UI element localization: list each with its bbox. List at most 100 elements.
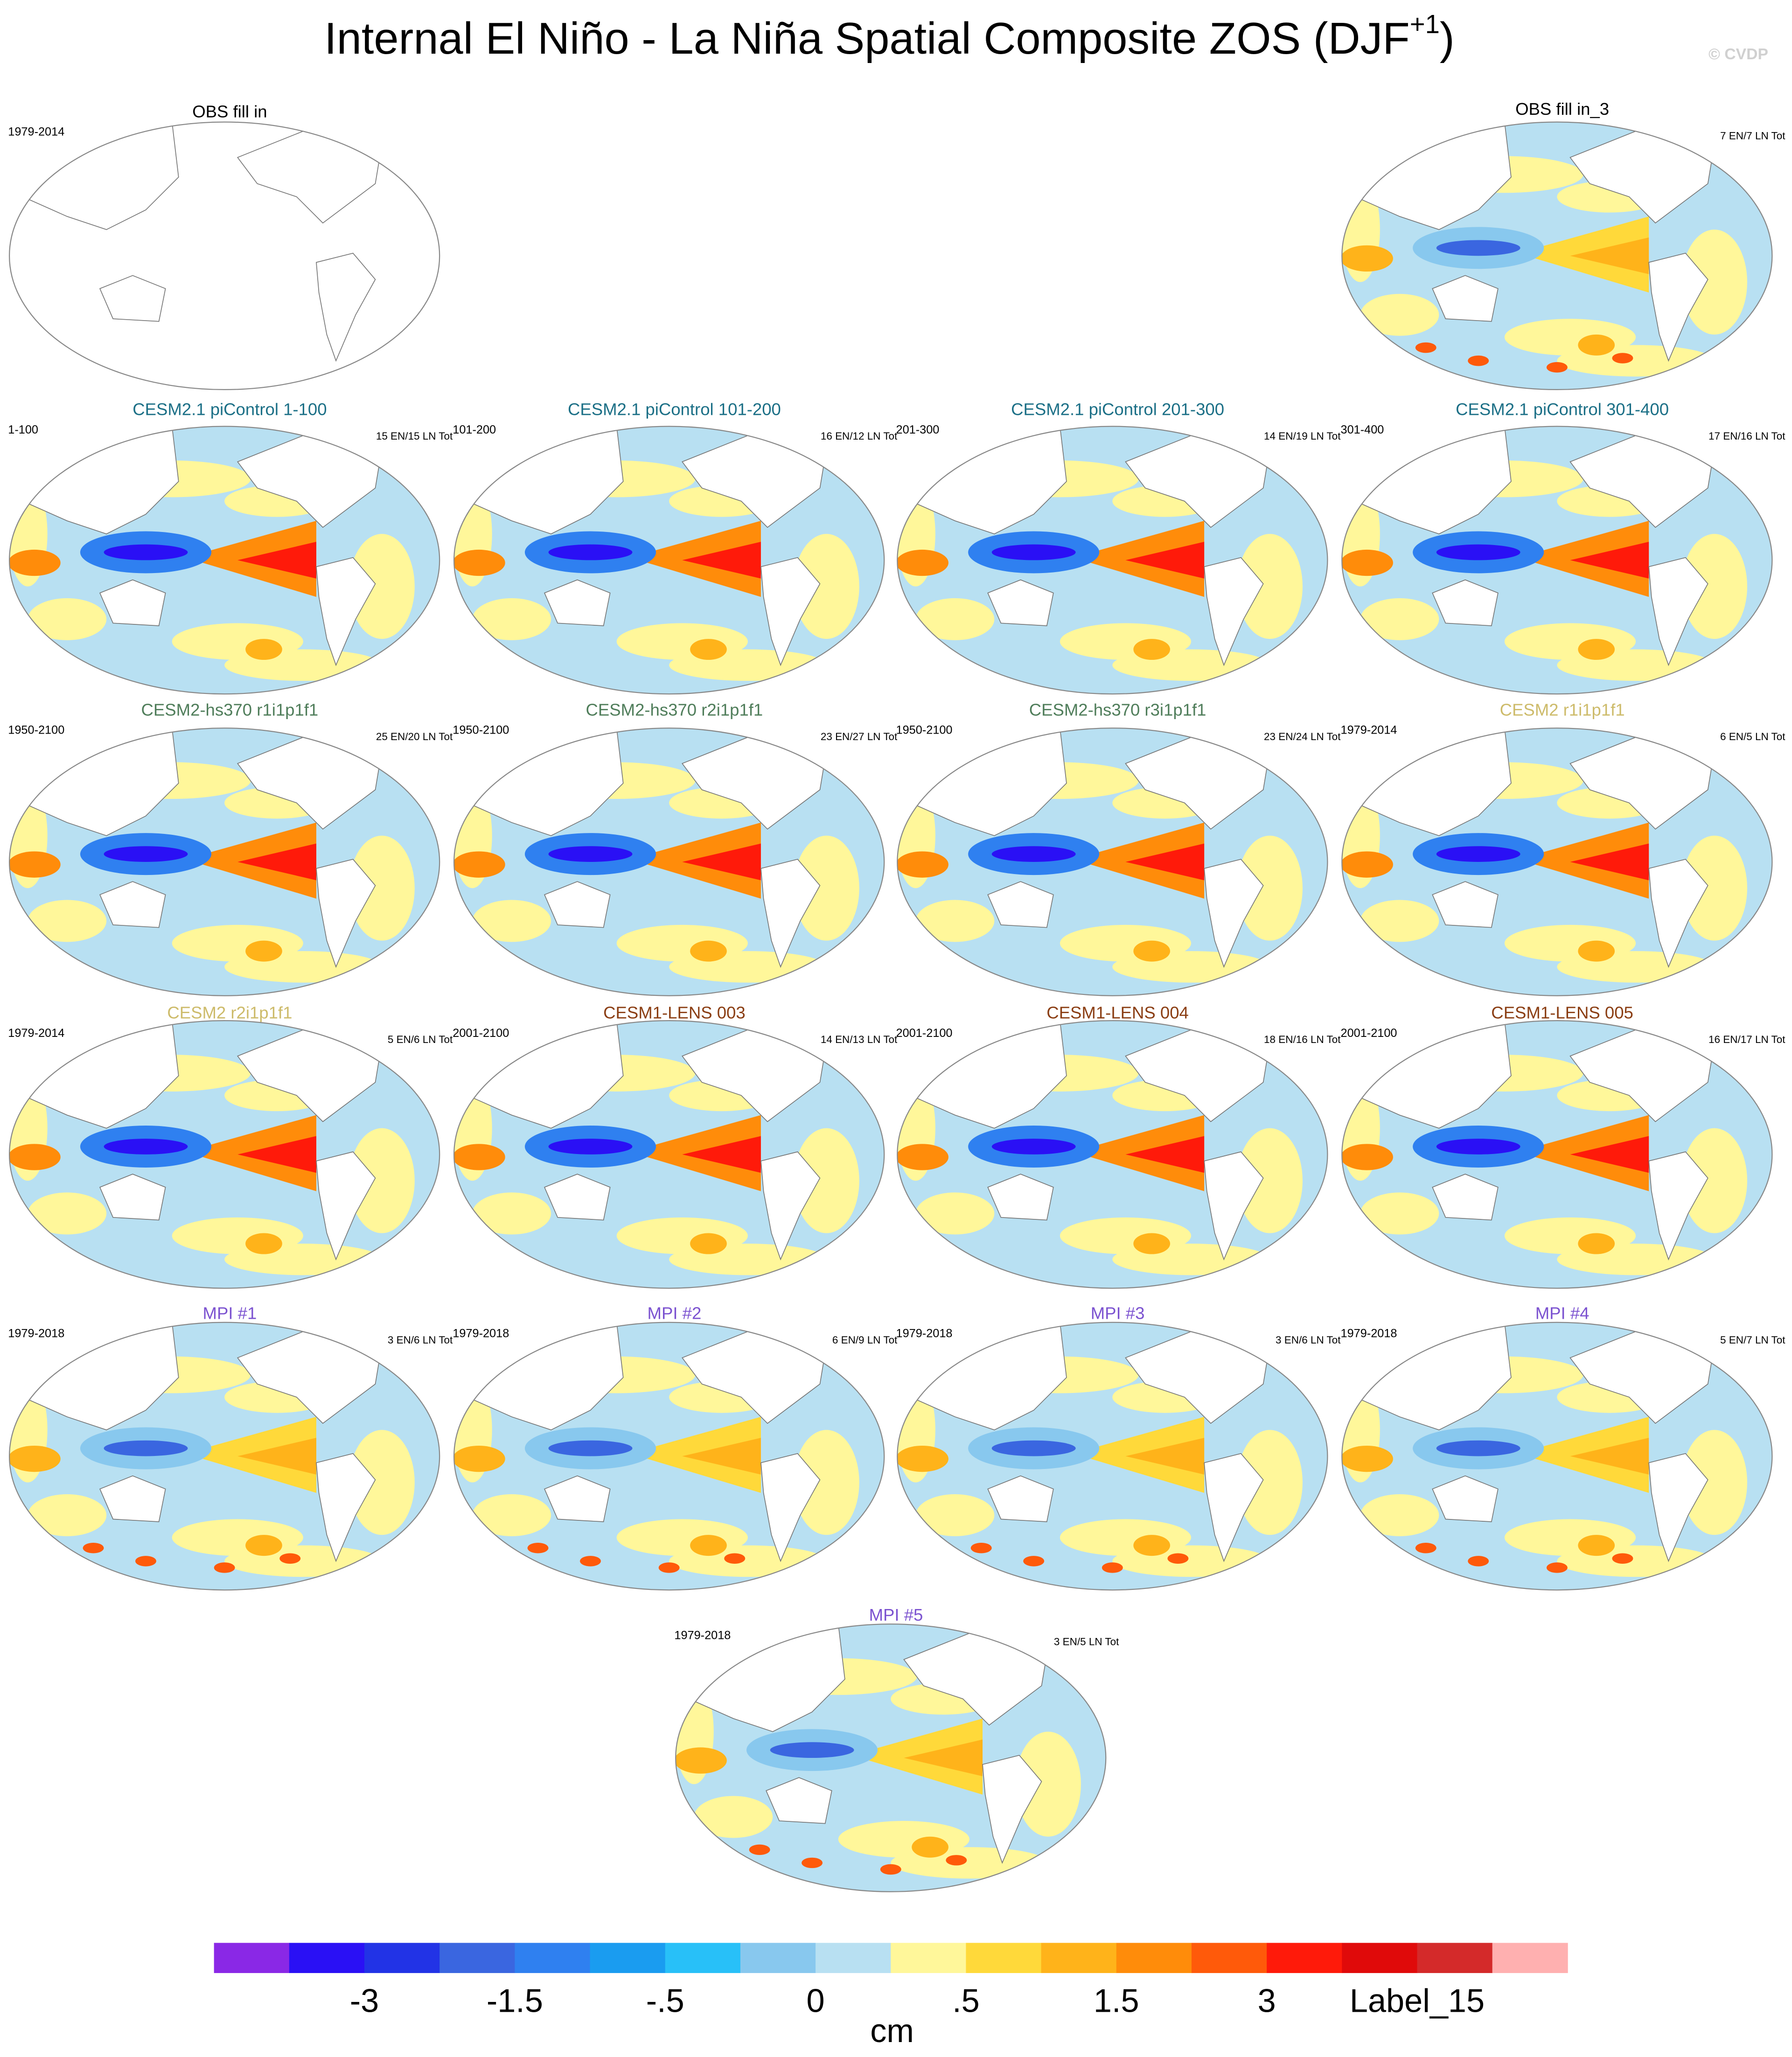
anomaly-blob (349, 1128, 415, 1233)
cold-core (1436, 1139, 1520, 1154)
land (1648, 1453, 1708, 1562)
map (1341, 728, 1773, 996)
south-warm (690, 940, 727, 962)
south-warm (1133, 1233, 1171, 1254)
warm-core (237, 1438, 316, 1475)
land (1648, 859, 1708, 968)
map (897, 1020, 1328, 1289)
color-box (966, 1943, 1042, 1973)
map-field (454, 728, 885, 996)
indian-warm (454, 1445, 505, 1472)
cold-core (104, 544, 188, 560)
land (1648, 252, 1708, 362)
warm-core (1125, 843, 1205, 881)
anomaly-blob (28, 598, 107, 640)
period-label: 1950-2100 (896, 724, 953, 737)
count-label: 5 EN/6 LN Tot (388, 1034, 453, 1045)
land (316, 859, 376, 968)
panel-title: MPI #5 (869, 1605, 923, 1624)
map-field (9, 426, 440, 694)
warm-core (1570, 1136, 1649, 1173)
indian-warm (454, 1144, 505, 1170)
map-field (1342, 728, 1772, 996)
indian-warm (897, 549, 948, 576)
map-outline (897, 728, 1328, 996)
eddy (1468, 355, 1489, 366)
eddy (749, 1844, 770, 1855)
land (987, 881, 1054, 928)
eddy (880, 1864, 901, 1875)
map-outline (8, 426, 440, 695)
anomaly-blob (472, 1494, 551, 1536)
eddy (946, 1855, 967, 1866)
land (1432, 275, 1499, 322)
south-warm (690, 1233, 727, 1254)
land (987, 579, 1054, 626)
land (544, 1475, 611, 1522)
period-label: 1950-2100 (8, 724, 64, 737)
south-warm (1578, 334, 1615, 356)
color-box (665, 1943, 741, 1973)
land (1648, 1151, 1708, 1261)
eddy (724, 1553, 746, 1564)
land (99, 1475, 166, 1522)
map-outline (1341, 1322, 1773, 1591)
map (8, 728, 440, 996)
map-field (1342, 1021, 1772, 1288)
south-warm (245, 1233, 282, 1254)
cold-core (104, 846, 188, 862)
indian-warm (9, 851, 61, 878)
color-box (891, 1943, 967, 1973)
map-field (454, 426, 885, 694)
anomaly-blob (1360, 1192, 1439, 1235)
eddy (1415, 1543, 1436, 1553)
colorbar-label: .5 (952, 1982, 980, 2019)
period-label: 1979-2018 (8, 1327, 64, 1340)
panel-title: CESM2-hs370 r3i1p1f1 (1029, 700, 1206, 719)
panel: CESM2.1 piControl 1-100 1-100 15 EN/15 LN … (8, 400, 453, 695)
panel: CESM2.1 piControl 101-200 101-200 16 EN/12… (453, 400, 898, 695)
indian-warm (9, 1445, 61, 1472)
anomaly-blob (915, 1192, 995, 1235)
map-outline (8, 121, 440, 391)
map (8, 121, 440, 391)
eddy (214, 1562, 235, 1573)
south-warm (1133, 940, 1171, 962)
eddy (1546, 362, 1568, 373)
title-suffix: ) (1440, 14, 1455, 63)
panel: OBS fill in_3 7 EN/7 LN Tot (1341, 99, 1785, 391)
land (316, 557, 376, 666)
anomaly-blob (915, 1494, 995, 1536)
warm-core (237, 1136, 316, 1173)
period-label: 1-100 (8, 423, 38, 436)
map (897, 1322, 1328, 1591)
count-label: 6 EN/9 LN Tot (832, 1334, 898, 1346)
warm-core (1570, 843, 1649, 881)
cold-core (548, 846, 633, 862)
color-box (439, 1943, 516, 1973)
period-label: 201-300 (896, 423, 940, 436)
map-outline (453, 728, 885, 996)
color-box (1417, 1943, 1493, 1973)
cold-core (991, 846, 1076, 862)
map (897, 728, 1328, 996)
map-outline (1341, 728, 1773, 996)
map-outline (1341, 1020, 1773, 1289)
colorbar-label: -1.5 (487, 1982, 543, 2019)
eddy (1546, 1562, 1568, 1573)
colorbar-label: 1.5 (1094, 1982, 1139, 2019)
count-label: 23 EN/27 LN Tot (821, 731, 898, 742)
anomaly-blob (794, 1128, 859, 1233)
panel: CESM2.1 piControl 201-300 201-300 14 EN/19… (896, 400, 1341, 695)
anomaly-blob (915, 598, 995, 640)
map-field (1342, 122, 1772, 390)
panel-title: MPI #4 (1535, 1304, 1590, 1323)
count-label: 16 EN/12 LN Tot (821, 430, 898, 442)
panel: MPI #1 1979-2018 3 EN/6 LN Tot (8, 1304, 453, 1591)
eddy (279, 1553, 301, 1564)
eddy (527, 1543, 549, 1553)
color-box (816, 1943, 892, 1973)
map-outline (897, 426, 1328, 695)
south-warm (690, 1535, 727, 1556)
